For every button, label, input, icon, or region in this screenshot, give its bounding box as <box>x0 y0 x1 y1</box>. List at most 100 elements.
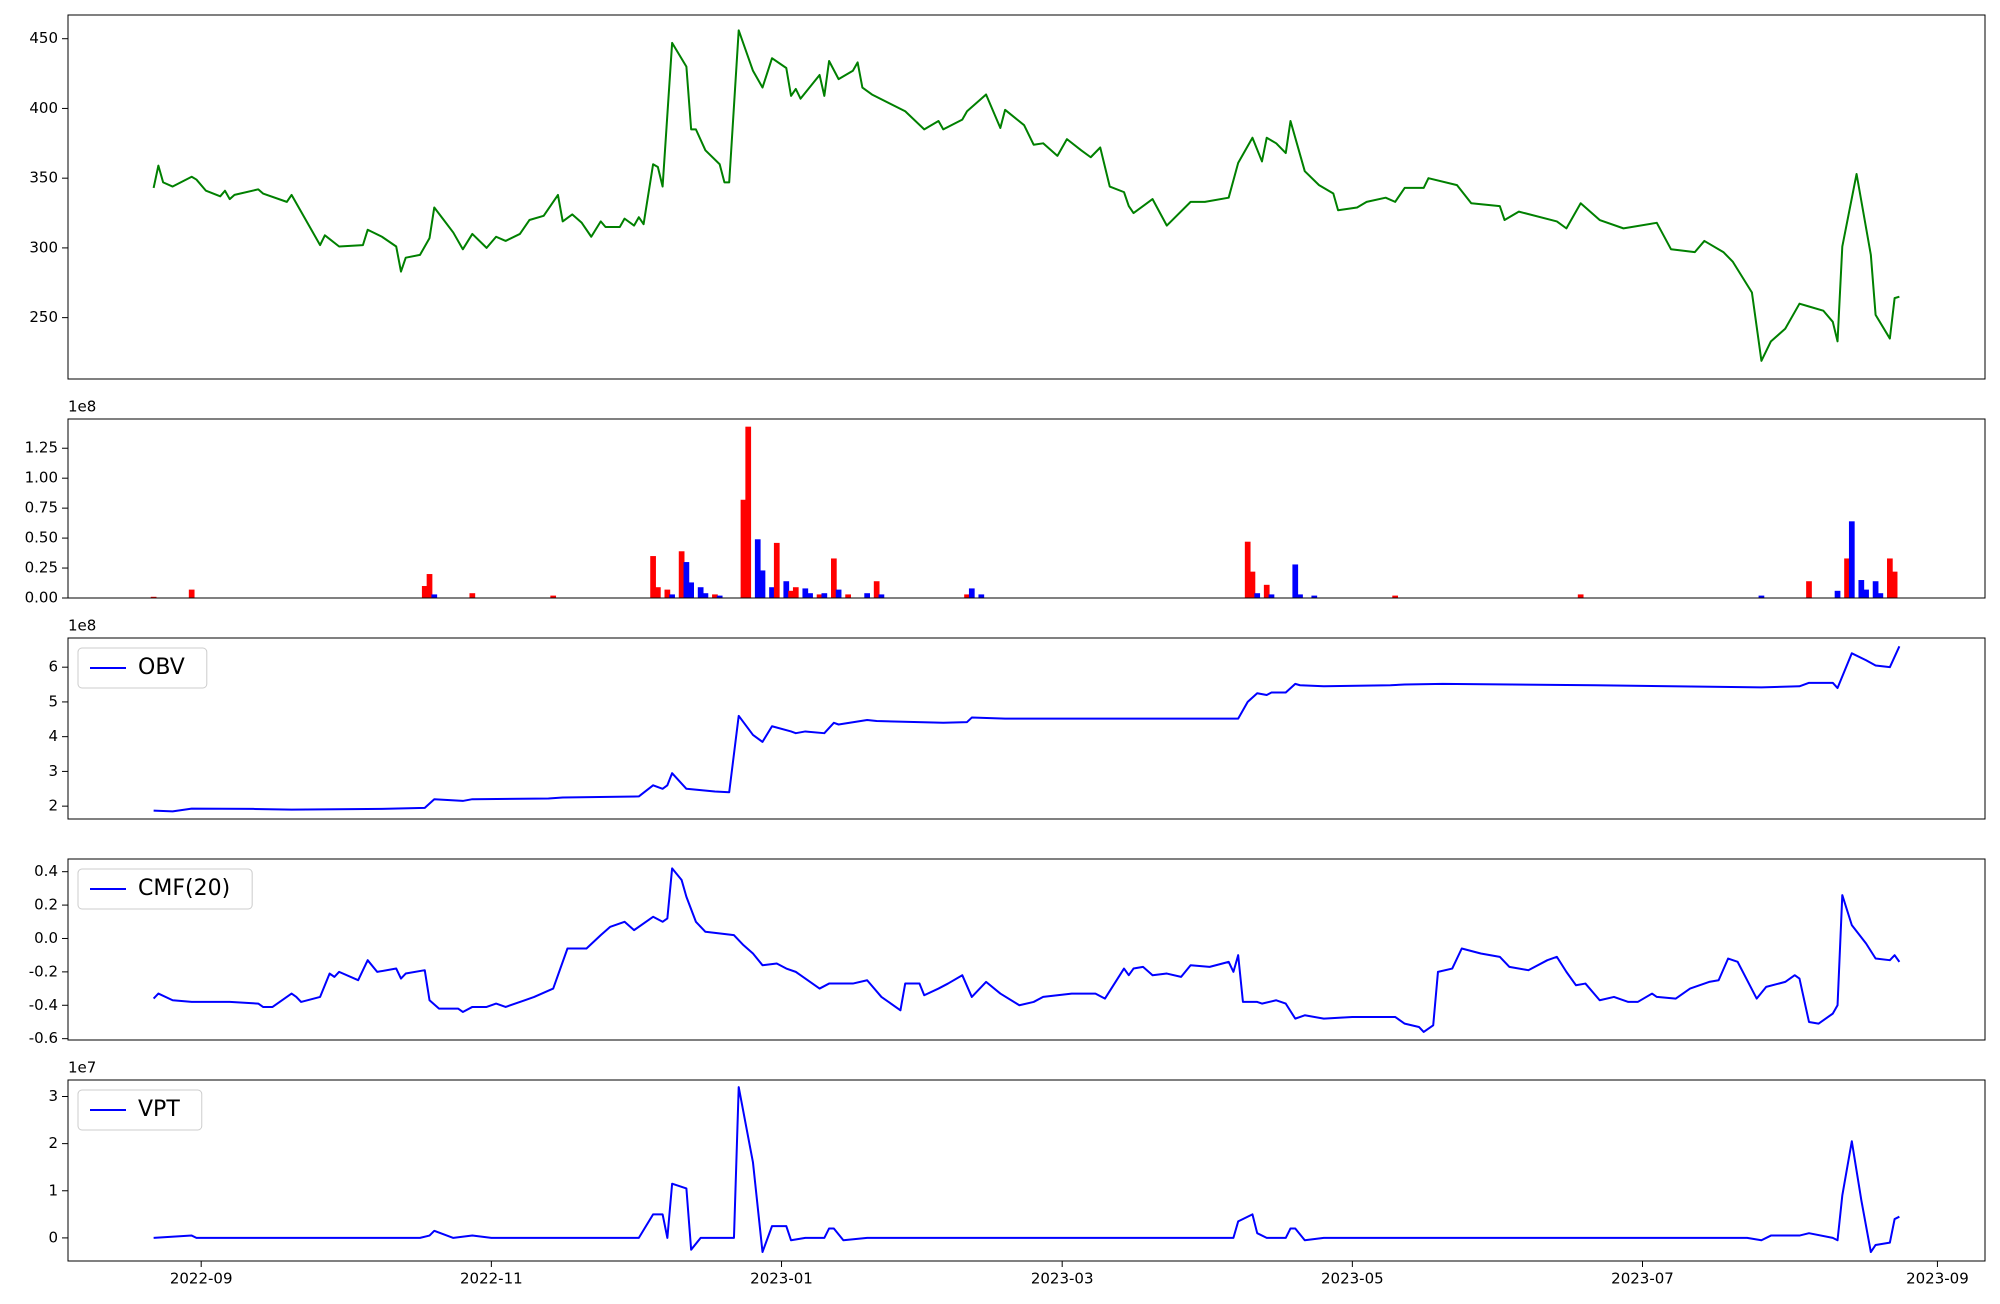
y-offset-label: 1e8 <box>68 617 96 635</box>
bar <box>745 426 752 598</box>
data-line <box>152 867 1901 1033</box>
bar <box>740 499 747 598</box>
bar <box>421 586 428 598</box>
bar <box>716 595 723 598</box>
y-tick-label: 450 <box>29 29 58 47</box>
x-tick-label: 2023-09 <box>1906 1270 1969 1288</box>
x-tick-label: 2022-09 <box>170 1270 233 1288</box>
plot-area <box>152 29 1900 362</box>
y-tick-label: 0 <box>48 1228 58 1246</box>
y-tick-label: 0.2 <box>34 896 58 914</box>
bar <box>792 587 799 598</box>
axes-frame <box>67 637 1986 820</box>
bar <box>426 574 433 598</box>
axes-frame <box>67 14 1986 380</box>
bar <box>878 594 885 598</box>
legend-label: VPT <box>138 1097 180 1122</box>
y-tick-label: 400 <box>29 99 58 117</box>
bar <box>1292 564 1299 598</box>
plot-area <box>152 867 1901 1033</box>
bar <box>550 595 557 598</box>
y-tick-label: 0.0 <box>34 929 58 947</box>
bar <box>469 593 476 598</box>
bar <box>835 589 842 598</box>
bar <box>1244 541 1251 598</box>
bar <box>873 581 880 598</box>
bar <box>702 593 709 598</box>
y-tick-label: -0.4 <box>29 996 58 1014</box>
bar <box>1577 594 1584 598</box>
legend-box <box>77 868 253 910</box>
bar <box>1887 558 1893 598</box>
x-tick-label: 2023-01 <box>750 1270 813 1288</box>
bar <box>669 594 675 598</box>
y-tick-label: 3 <box>48 762 58 780</box>
y-offset-label: 1e8 <box>68 398 96 416</box>
y-tick-label: 0.25 <box>25 559 58 577</box>
x-tick-label: 2023-07 <box>1611 1270 1674 1288</box>
bar <box>654 587 661 598</box>
bar <box>1863 589 1869 598</box>
bar <box>1858 580 1865 598</box>
legend-box <box>77 1089 203 1131</box>
bar <box>1263 584 1270 598</box>
y-tick-label: -0.2 <box>29 962 58 980</box>
bar <box>1392 595 1399 598</box>
legend: VPT <box>77 1089 203 1131</box>
panel: 0.00 0.25 0.50 0.75 1.00 1.25 1e8 <box>25 398 1986 607</box>
legend: OBV <box>77 647 208 689</box>
bar <box>845 594 851 598</box>
legend: CMF(20) <box>77 868 253 910</box>
bar <box>807 593 813 598</box>
legend-box <box>77 647 208 689</box>
bar <box>759 570 766 598</box>
data-line <box>152 29 1900 362</box>
bar <box>1872 581 1879 598</box>
bar <box>1834 590 1841 598</box>
bar <box>150 596 157 598</box>
bar <box>650 556 656 598</box>
bar <box>1254 593 1261 598</box>
bar <box>830 558 837 598</box>
bar <box>968 588 975 598</box>
y-tick-label: 4 <box>48 727 58 745</box>
y-tick-label: 2 <box>48 1134 58 1152</box>
bar <box>431 594 438 598</box>
legend-label: OBV <box>138 655 185 680</box>
bar <box>1268 594 1275 598</box>
panel: 250 300 350 400 450 <box>29 14 1986 380</box>
bar <box>816 594 823 598</box>
y-tick-label: 2 <box>48 797 58 815</box>
y-tick-label: 0.50 <box>25 529 58 547</box>
y-tick-label: 3 <box>48 1087 58 1105</box>
bar <box>1758 595 1765 598</box>
y-tick-label: 5 <box>48 692 58 710</box>
panel: 2 3 4 5 6 1e8 OBV <box>48 617 1986 820</box>
bar <box>1891 571 1898 598</box>
bar <box>688 582 694 598</box>
y-tick-label: 1.25 <box>25 439 58 457</box>
x-tick-label: 2022-11 <box>460 1270 523 1288</box>
bar <box>683 562 690 598</box>
y-tick-label: 1.00 <box>25 469 58 487</box>
legend-label: CMF(20) <box>138 876 230 901</box>
bar <box>978 594 985 598</box>
bar <box>864 593 871 598</box>
y-offset-label: 1e7 <box>68 1059 96 1077</box>
bar <box>1297 594 1303 598</box>
bar <box>1848 521 1855 598</box>
y-tick-label: 6 <box>48 658 58 676</box>
y-tick-label: 0.4 <box>34 862 58 880</box>
bar <box>783 581 790 598</box>
axes-frame <box>67 418 1986 599</box>
panel: 0.4 0.2 0.0 -0.2 -0.4 -0.6 CMF(20) <box>29 858 1986 1047</box>
axes-frame <box>67 858 1986 1041</box>
bar <box>788 590 794 598</box>
bar <box>802 588 809 598</box>
bar <box>1806 581 1812 598</box>
x-tick-label: 2023-03 <box>1031 1270 1094 1288</box>
bar <box>773 542 780 598</box>
bar <box>821 593 828 598</box>
y-tick-label: 1 <box>48 1181 58 1199</box>
